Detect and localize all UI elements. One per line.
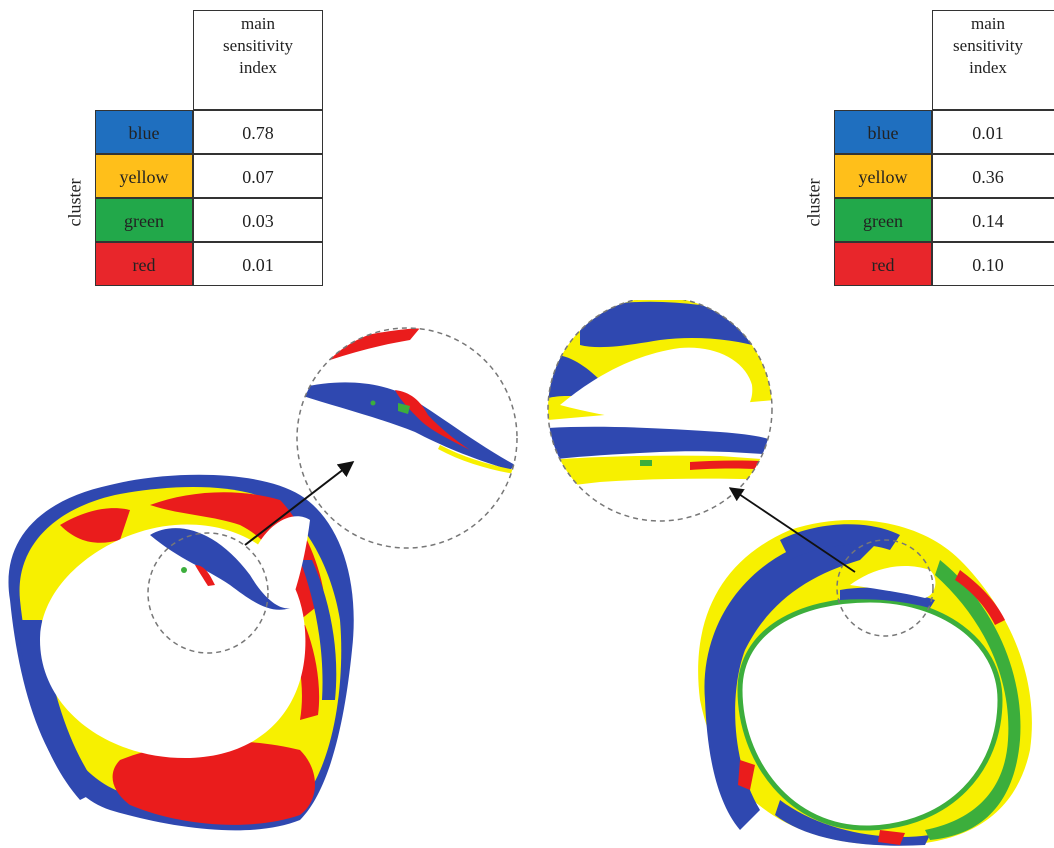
false-lumen: [850, 565, 936, 598]
left-cross-section: [8, 474, 354, 831]
sensitivity-value: 0.10: [932, 242, 1054, 286]
table-row: yellow 0.07: [95, 154, 323, 198]
table-row: blue 0.01: [834, 110, 1054, 154]
false-lumen: [255, 516, 310, 605]
table-row: green 0.14: [834, 198, 1054, 242]
sensitivity-value: 0.14: [932, 198, 1054, 242]
red-region: [955, 570, 1005, 625]
header-line-3: index: [969, 58, 1007, 77]
right-cross-section: [698, 520, 1032, 846]
cluster-label-red: red: [95, 242, 193, 286]
sensitivity-value: 0.36: [932, 154, 1054, 198]
table-row: green 0.03: [95, 198, 323, 242]
sensitivity-value: 0.03: [193, 198, 323, 242]
cluster-label-red: red: [834, 242, 932, 286]
cross-section-figure: [8, 300, 1032, 846]
green-band: [925, 560, 1021, 840]
table-row: red 0.01: [95, 242, 323, 286]
zoom-red-wall: [330, 328, 420, 360]
cluster-label-yellow: yellow: [95, 154, 193, 198]
zoom-green-patch: [640, 460, 652, 466]
cluster-label-green: green: [95, 198, 193, 242]
zoom-flap-green: [398, 403, 410, 414]
sensitivity-value: 0.01: [193, 242, 323, 286]
sensitivity-table-right-axis: cluster: [804, 10, 835, 286]
table-row: red 0.10: [834, 242, 1054, 286]
zoom-flap-blue: [300, 382, 515, 470]
cluster-label-blue: blue: [95, 110, 193, 154]
zoom-false-lumen: [560, 347, 753, 425]
table-header: main sensitivity index: [193, 10, 323, 110]
green-spot: [181, 567, 187, 573]
red-region: [878, 830, 905, 845]
zoom-callout-ring: [147, 532, 269, 654]
sensitivity-table-right: main sensitivity index blue 0.01 yellow …: [834, 10, 1054, 286]
header-line-1: main: [971, 14, 1005, 33]
cluster-label-yellow: yellow: [834, 154, 932, 198]
blue-region: [775, 800, 930, 846]
zoom-red-band: [690, 460, 772, 470]
cluster-axis-label: cluster: [64, 178, 85, 227]
blue-region: [300, 560, 337, 700]
flap-blue: [840, 587, 935, 608]
lumen: [740, 600, 1000, 829]
right-callout-arrow: [728, 487, 856, 573]
flap-blue: [150, 528, 290, 610]
blue-region: [780, 524, 900, 560]
zoom-blue-band: [548, 426, 772, 460]
table-row: blue 0.78: [95, 110, 323, 154]
sensitivity-value: 0.01: [932, 110, 1054, 154]
header-line-3: index: [239, 58, 277, 77]
left-zoom-inset: [296, 327, 518, 549]
sensitivity-table-left: main sensitivity index cluster blue 0.78…: [65, 10, 323, 286]
cluster-label-green: green: [834, 198, 932, 242]
zoom-callout-ring: [836, 539, 934, 637]
red-region: [738, 760, 755, 790]
cluster-label-blue: blue: [834, 110, 932, 154]
zoom-white-bottom: [548, 480, 772, 521]
zoom-yellow-edge: [438, 445, 515, 474]
sensitivity-value: 0.78: [193, 110, 323, 154]
sensitivity-value: 0.07: [193, 154, 323, 198]
cluster-axis-label: cluster: [803, 178, 824, 227]
zoom-green-spot: [370, 400, 376, 406]
blue-region: [18, 620, 100, 800]
header-line-1: main: [241, 14, 275, 33]
header-line-2: sensitivity: [223, 36, 293, 55]
left-callout-arrow: [244, 461, 355, 546]
red-region: [60, 508, 130, 543]
header-line-2: sensitivity: [953, 36, 1023, 55]
red-region: [112, 741, 315, 825]
flap-red: [195, 565, 215, 586]
lumen-green-rim: [737, 597, 1003, 831]
table-row: yellow 0.36: [834, 154, 1054, 198]
zoom-flap-red: [395, 390, 470, 450]
blue-region: [704, 534, 880, 830]
table-header: main sensitivity index: [932, 10, 1054, 110]
